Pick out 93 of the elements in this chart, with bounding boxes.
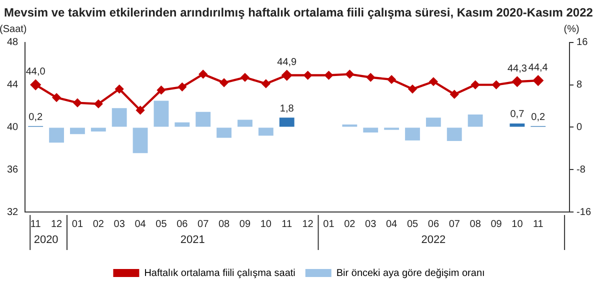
bar [426,118,441,127]
y-tick-label: 44 [7,80,19,91]
x-tick-label: 12 [50,218,63,230]
point [512,76,522,87]
bar [446,128,462,141]
bar [363,128,378,132]
x-tick-label: 01 [72,218,84,230]
y2-tick-label: -16 [576,206,592,218]
point [52,93,61,102]
point [220,78,228,87]
x-tick-label: 11 [532,218,544,230]
bar [70,128,85,134]
text: 2020 [34,234,58,246]
bar [154,100,169,127]
y2-tick-label: 16 [576,37,588,48]
x-tick-label: 12 [302,218,314,230]
data-label: 44,4 [528,62,548,74]
x-tick-label: 11 [282,218,292,230]
x-tick-label: 07 [448,218,460,230]
x-tick-label: 02 [344,218,356,230]
point [429,78,438,86]
y-tick-label: 40 [7,122,19,133]
point [387,75,396,84]
point [178,82,186,92]
x-tick-label: 09 [490,218,502,230]
bar [49,128,64,143]
x-tick-label: 08 [218,218,230,230]
x-tick-label: 05 [156,218,168,230]
chart-title: Mevsim ve takvim etkilerinden arındırılmış haftalık ortalama fiili çalışma süresi, Kasım 2020-Kasım 2022 [4,6,594,20]
point [262,80,270,88]
y-tick-label: 48 [7,37,19,48]
bar [112,108,127,127]
point [408,84,417,94]
x-tick-label: 11 [30,218,42,230]
legend-label: Haftalık ortalama fiili çalışma saati [144,268,296,279]
x-tick-label: 04 [134,218,146,230]
x-tick-label: 03 [365,218,377,230]
bar [174,122,190,127]
x-tick-label: 08 [470,218,482,230]
bar [132,128,148,154]
y2-tick-label: 0 [576,122,583,133]
x-tick-label: 10 [260,218,272,230]
text: 2021 [180,234,205,246]
point [73,98,82,107]
x-tick-label: 02 [92,218,104,230]
x-tick-label: 10 [512,218,524,230]
point [346,70,354,78]
bar [196,112,211,127]
data-label: 44,3 [507,63,528,74]
bar [279,118,294,127]
data-label: 1,8 [280,103,294,114]
point [304,71,312,80]
data-label: 0,2 [28,112,43,123]
bar [468,114,483,127]
x-tick-label: 04 [386,218,398,230]
point [282,70,292,80]
data-label: 44,0 [26,66,46,78]
point [199,70,208,78]
text: 2022 [421,234,446,246]
x-tick-label: 05 [406,218,418,230]
y2-tick-label: 8 [576,80,583,91]
data-label: 0,2 [531,112,546,123]
y2-axis-title: (%) [564,24,580,36]
data-label: 0,7 [510,109,525,120]
point [471,80,480,89]
point [492,80,500,89]
bar [216,128,232,138]
point [324,71,333,80]
y2-tick-label: -8 [576,164,586,176]
point [240,73,250,82]
point [136,106,144,114]
x-tick-label: 06 [176,218,188,230]
bar [90,128,106,132]
y-axis-title: (Saat) [0,24,27,36]
bar [258,128,274,136]
point [366,73,375,82]
bar [510,123,525,127]
point [450,90,458,98]
point [533,75,544,86]
x-tick-label: 03 [114,218,126,230]
point [115,84,124,94]
bar [405,128,420,140]
y-tick-label: 36 [7,164,19,176]
y-tick-label: 32 [7,206,19,218]
point [157,86,166,94]
x-tick-label: 07 [198,218,210,230]
x-tick-label: 01 [323,218,335,230]
x-tick-label: 06 [428,218,440,230]
bar [238,120,252,127]
point [94,100,103,108]
x-tick-label: 09 [239,218,251,230]
legend-label: Bir önceki aya göre değişim oranı [336,268,485,279]
data-label: 44,9 [277,57,298,68]
